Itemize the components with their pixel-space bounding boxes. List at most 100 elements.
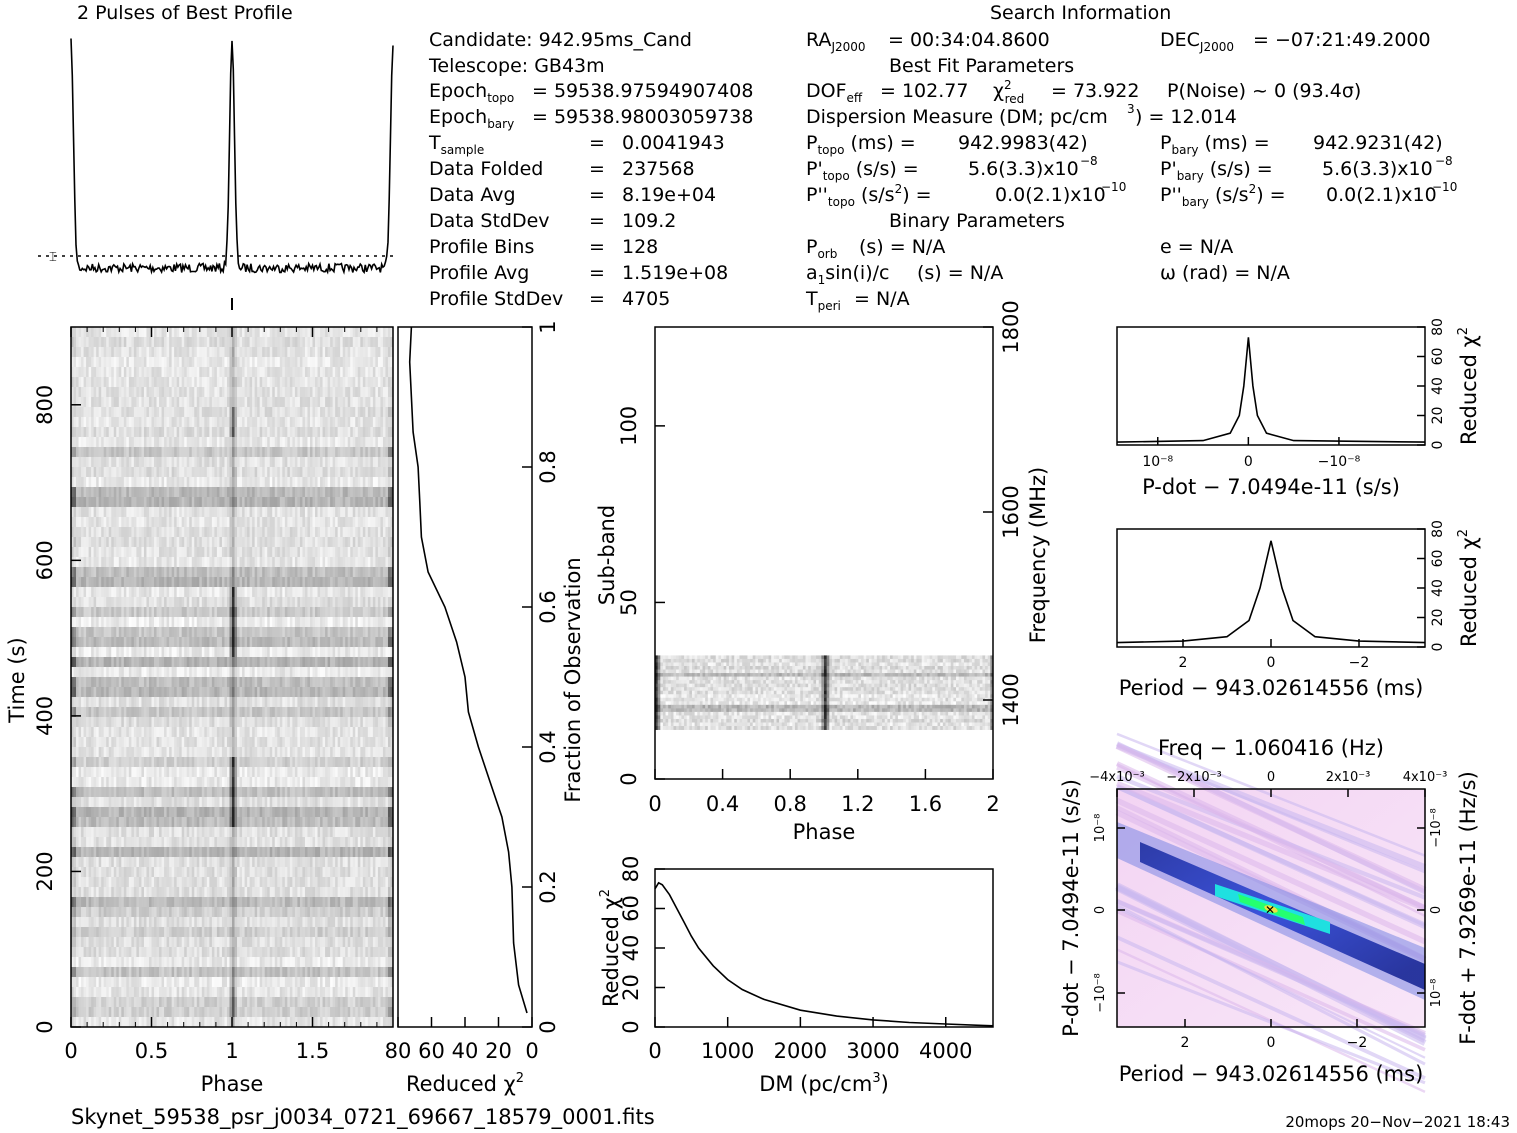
time-phase-cell bbox=[116, 417, 120, 428]
time-phase-cell bbox=[337, 367, 341, 378]
time-phase-cell bbox=[71, 547, 74, 558]
time-phase-cell bbox=[211, 707, 215, 718]
time-phase-cell bbox=[111, 337, 115, 348]
time-phase-cell bbox=[325, 617, 328, 628]
time-phase-cell bbox=[169, 407, 173, 418]
time-phase-cell bbox=[83, 527, 87, 538]
time-phase-cell bbox=[360, 537, 364, 548]
time-phase-cell bbox=[224, 327, 228, 338]
time-phase-cell bbox=[327, 327, 331, 338]
time-phase-cell bbox=[385, 577, 389, 588]
time-phase-cell bbox=[133, 427, 137, 438]
time-phase-cell bbox=[232, 367, 235, 378]
time-phase-cell bbox=[226, 377, 230, 388]
time-phase-cell bbox=[380, 547, 384, 558]
time-phase-cell bbox=[146, 447, 150, 458]
time-phase-cell bbox=[214, 557, 218, 568]
time-phase-cell bbox=[274, 377, 278, 388]
time-phase-cell bbox=[335, 457, 339, 468]
time-phase-cell bbox=[118, 707, 122, 718]
time-phase-cell bbox=[128, 547, 132, 558]
time-phase-cell bbox=[332, 487, 336, 498]
time-phase-cell bbox=[274, 657, 278, 668]
time-phase-cell bbox=[156, 517, 160, 528]
time-phase-cell bbox=[169, 517, 173, 528]
time-phase-cell bbox=[161, 587, 165, 598]
time-phase-cell bbox=[317, 467, 321, 478]
time-phase-cell bbox=[299, 477, 303, 488]
time-phase-cell bbox=[390, 387, 394, 398]
time-phase-cell bbox=[387, 357, 391, 368]
time-phase-cell bbox=[269, 397, 273, 408]
time-phase-cell bbox=[284, 437, 288, 448]
time-phase-cell bbox=[272, 537, 276, 548]
time-phase-cell bbox=[214, 597, 218, 608]
time-phase-cell bbox=[302, 627, 306, 638]
time-phase-cell bbox=[128, 417, 132, 428]
time-phase-cell bbox=[131, 337, 135, 348]
time-phase-cell bbox=[335, 537, 339, 548]
time-phase-cell bbox=[108, 407, 112, 418]
time-phase-cell bbox=[367, 477, 371, 488]
time-phase-cell bbox=[161, 447, 165, 458]
time-phase-cell bbox=[325, 417, 328, 428]
time-phase-cell bbox=[252, 617, 256, 628]
time-phase-cell bbox=[199, 387, 203, 398]
time-phase-cell bbox=[111, 417, 115, 428]
time-phase-cell bbox=[254, 507, 258, 518]
time-phase-cell bbox=[232, 397, 235, 408]
time-phase-cell bbox=[164, 407, 167, 418]
time-phase-cell bbox=[138, 627, 142, 638]
time-phase-cell bbox=[219, 497, 223, 508]
time-phase-cell bbox=[191, 397, 195, 408]
time-phase-cell bbox=[101, 367, 105, 378]
time-phase-cell bbox=[372, 627, 376, 638]
data-stddev-label: Data StdDev bbox=[429, 210, 550, 232]
time-phase-cell bbox=[164, 627, 167, 638]
time-phase-cell bbox=[342, 667, 346, 678]
time-phase-cell bbox=[372, 467, 376, 478]
time-phase-cell bbox=[151, 497, 155, 508]
time-phase-cell bbox=[93, 347, 97, 358]
time-phase-cell bbox=[166, 547, 170, 558]
time-phase-cell bbox=[146, 587, 150, 598]
time-phase-cell bbox=[237, 617, 240, 628]
time-phase-cell bbox=[176, 537, 180, 548]
time-phase-cell bbox=[242, 427, 245, 438]
time-phase-cell bbox=[141, 457, 145, 468]
time-phase-cell bbox=[126, 637, 130, 648]
time-phase-cell bbox=[96, 647, 100, 658]
time-phase-cell bbox=[196, 487, 200, 498]
time-phase-cell bbox=[106, 617, 110, 628]
time-phase-cell bbox=[123, 327, 127, 338]
time-phase-cell bbox=[257, 657, 261, 668]
time-phase-cell bbox=[219, 647, 223, 658]
time-phase-cell bbox=[370, 647, 374, 658]
time-phase-cell bbox=[166, 367, 170, 378]
time-phase-cell bbox=[189, 607, 193, 618]
time-phase-cell bbox=[347, 387, 351, 398]
time-phase-cell bbox=[382, 617, 386, 628]
time-phase-greyscale bbox=[71, 327, 394, 1028]
porb-value: (s) = N/A bbox=[859, 236, 945, 258]
time-phase-cell bbox=[274, 527, 278, 538]
time-phase-cell bbox=[176, 517, 180, 528]
time-phase-cell bbox=[71, 677, 74, 688]
time-phase-cell bbox=[375, 557, 379, 568]
time-phase-cell bbox=[143, 467, 147, 478]
time-phase-cell bbox=[156, 487, 160, 498]
time-phase-cell bbox=[113, 677, 117, 688]
time-phase-cell bbox=[166, 517, 170, 528]
data-folded-label: Data Folded bbox=[429, 158, 543, 180]
time-phase-cell bbox=[327, 667, 331, 678]
time-phase-cell bbox=[206, 417, 210, 428]
time-phase-cell bbox=[131, 607, 135, 618]
time-phase-cell bbox=[387, 667, 391, 678]
time-phase-cell bbox=[224, 567, 228, 578]
time-phase-cell bbox=[377, 657, 381, 668]
time-phase-cell bbox=[176, 487, 180, 498]
time-phase-cell bbox=[355, 527, 359, 538]
time-phase-cell bbox=[372, 537, 376, 548]
time-phase-cell bbox=[375, 617, 379, 628]
time-phase-cell bbox=[234, 477, 238, 488]
